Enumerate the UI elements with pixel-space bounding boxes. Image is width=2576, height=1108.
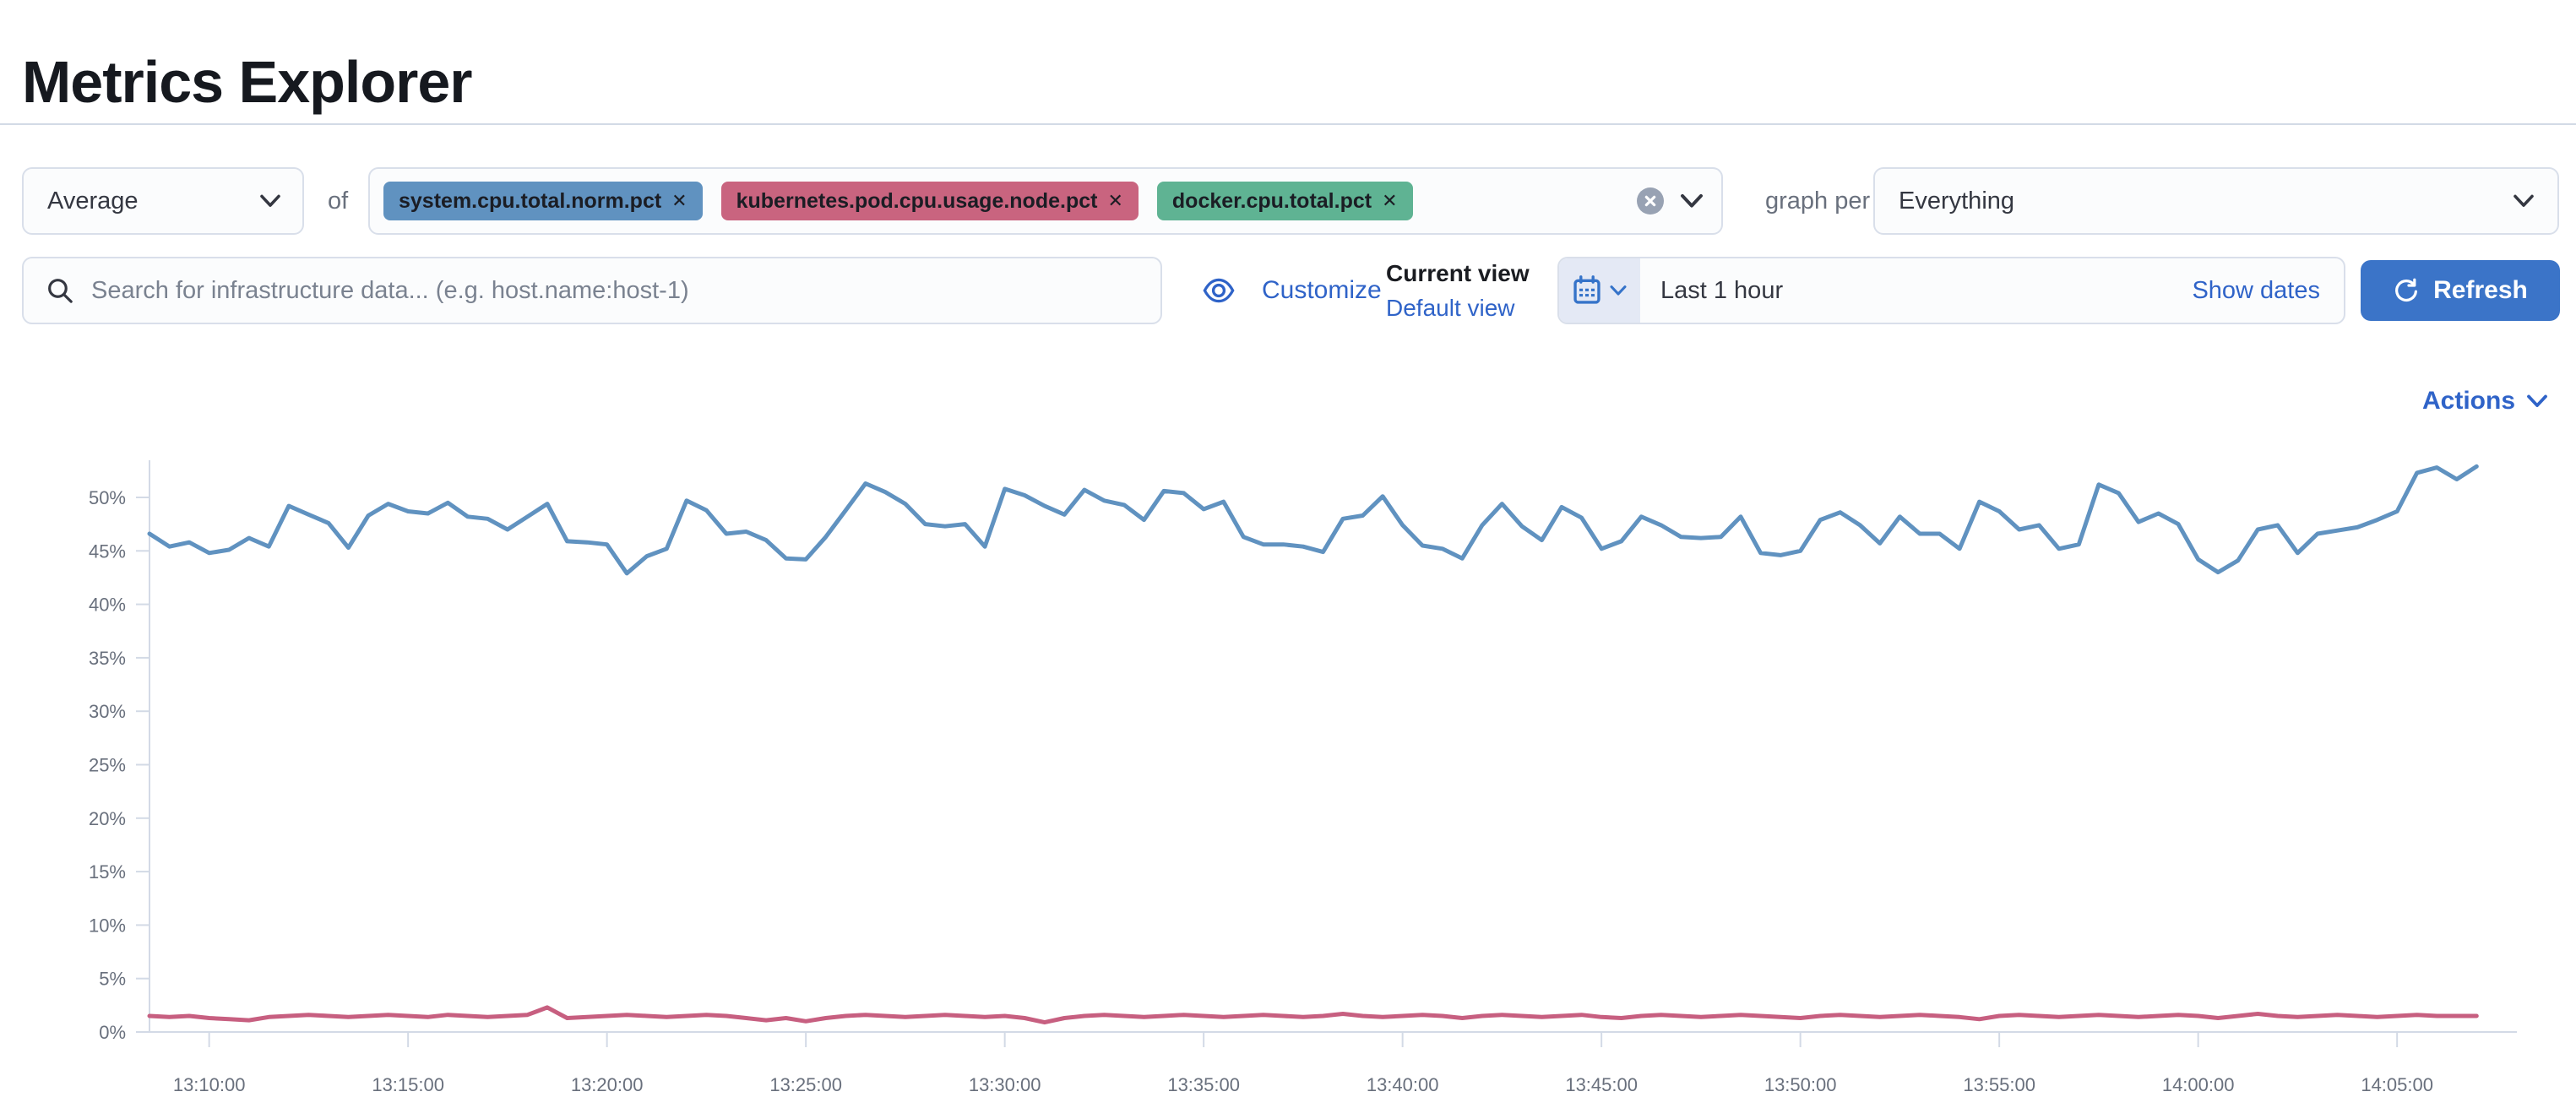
chip-close-icon[interactable]: ✕	[1107, 190, 1123, 211]
y-tick-label: 10%	[89, 915, 126, 936]
aggregation-select[interactable]: Average	[22, 167, 304, 235]
search-icon	[48, 279, 73, 303]
x-tick-label: 13:15:00	[372, 1074, 444, 1095]
chevron-down-icon	[1610, 285, 1627, 296]
infrastructure-search-box[interactable]	[22, 257, 1162, 324]
y-tick-label: 30%	[89, 701, 126, 722]
x-tick-label: 13:35:00	[1167, 1074, 1240, 1095]
search-input[interactable]	[90, 275, 1140, 306]
metric-chip-label: docker.cpu.total.pct	[1171, 188, 1372, 213]
customize-label: Customize	[1262, 276, 1382, 304]
chip-close-icon[interactable]: ✕	[1382, 190, 1398, 211]
view-switcher: Current view Default view	[1386, 258, 1530, 323]
y-tick-label: 15%	[89, 861, 126, 883]
group-by-select[interactable]: Everything	[1873, 167, 2559, 235]
time-picker[interactable]: Last 1 hour Show dates	[1557, 257, 2345, 324]
series-line	[147, 1005, 2479, 1025]
y-tick-label: 0%	[99, 1022, 126, 1043]
chart-axes	[149, 460, 2517, 1033]
calendar-dropdown-button[interactable]	[1559, 258, 1640, 323]
refresh-button[interactable]: Refresh	[2361, 260, 2560, 321]
x-tick-label: 13:50:00	[1764, 1074, 1837, 1095]
series-line	[147, 464, 2479, 576]
chevron-down-icon	[2514, 194, 2534, 207]
y-tick-label: 50%	[89, 487, 126, 508]
chevron-down-icon	[2527, 394, 2547, 408]
group-by-value: Everything	[1899, 187, 2015, 215]
x-tick-label: 13:40:00	[1367, 1074, 1439, 1095]
metric-chip-label: kubernetes.pod.cpu.usage.node.pct	[736, 188, 1098, 213]
chevron-down-icon	[260, 194, 280, 207]
page-title: Metrics Explorer	[22, 48, 473, 115]
aggregation-value: Average	[47, 187, 139, 215]
metric-chip[interactable]: docker.cpu.total.pct ✕	[1156, 182, 1413, 220]
x-tick-label: 14:00:00	[2162, 1074, 2235, 1095]
x-tick-label: 13:25:00	[769, 1074, 842, 1095]
y-tick-label: 40%	[89, 595, 126, 616]
eye-icon	[1203, 278, 1235, 303]
y-tick-label: 20%	[89, 808, 126, 829]
current-view-label: Current view	[1386, 260, 1530, 286]
y-tick-label: 35%	[89, 648, 126, 669]
graph-per-label: graph per	[1765, 187, 1871, 215]
clear-all-icon[interactable]	[1637, 187, 1664, 215]
x-tick-label: 13:30:00	[969, 1074, 1041, 1095]
show-dates-link[interactable]: Show dates	[2192, 276, 2320, 304]
header-divider	[0, 123, 2576, 125]
chip-close-icon[interactable]: ✕	[671, 190, 687, 211]
of-label: of	[328, 187, 349, 215]
metrics-line-chart[interactable]: 0% 5% 10% 15% 20% 25% 30% 35% 40% 45% 50% 13:10:00 1…	[0, 439, 2576, 1108]
clear-x-glyph	[1644, 195, 1656, 207]
x-tick-label: 13:10:00	[173, 1074, 246, 1095]
customize-button[interactable]: Customize	[1203, 257, 1382, 324]
metric-chip-label: system.cpu.total.norm.pct	[399, 188, 662, 213]
time-range-value[interactable]: Last 1 hour	[1660, 276, 1784, 304]
metric-chip[interactable]: system.cpu.total.norm.pct ✕	[383, 182, 703, 220]
metric-chip[interactable]: kubernetes.pod.cpu.usage.node.pct ✕	[720, 182, 1139, 220]
x-tick-label: 13:45:00	[1565, 1074, 1638, 1095]
actions-label: Actions	[2422, 387, 2516, 415]
x-tick-label: 14:05:00	[2361, 1074, 2433, 1095]
y-tick-label: 25%	[89, 755, 126, 776]
x-tick-label: 13:55:00	[1963, 1074, 2035, 1095]
refresh-icon	[2395, 278, 2418, 302]
actions-menu-button[interactable]: Actions	[2422, 387, 2549, 416]
y-tick-label: 5%	[99, 969, 126, 990]
metrics-combo-box[interactable]: system.cpu.total.norm.pct ✕ kubernetes.p…	[368, 167, 1723, 235]
x-tick-label: 13:20:00	[571, 1074, 644, 1095]
default-view-link[interactable]: Default view	[1386, 295, 1515, 321]
refresh-label: Refresh	[2433, 276, 2528, 304]
calendar-icon	[1573, 275, 1600, 304]
chevron-down-icon[interactable]	[1679, 192, 1704, 210]
y-tick-label: 45%	[89, 540, 126, 562]
